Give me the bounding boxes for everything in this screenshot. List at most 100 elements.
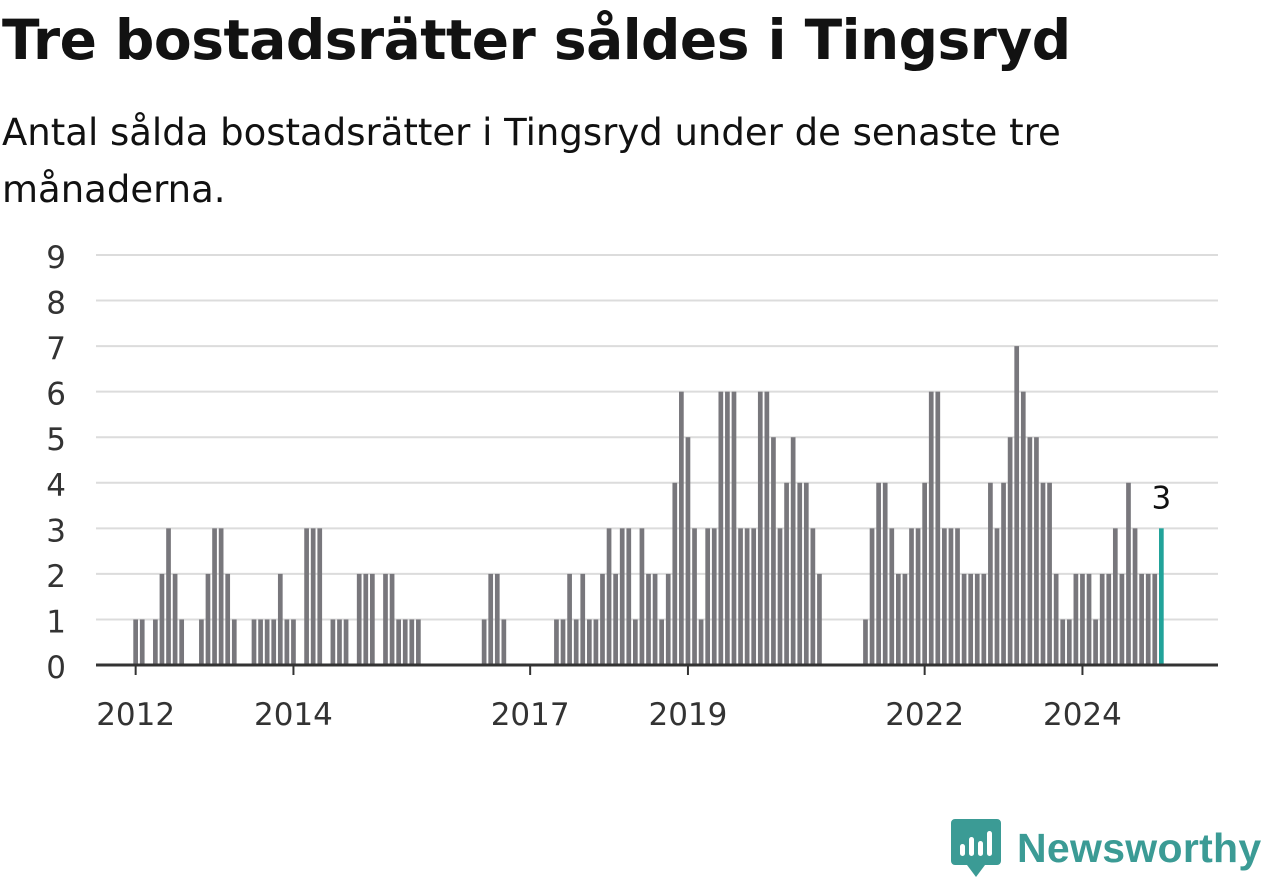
chart-title: Tre bostadsrätter såldes i Tingsryd — [2, 8, 1071, 72]
bar — [1086, 573, 1092, 665]
bar — [790, 437, 796, 665]
bar — [994, 528, 1000, 665]
x-tick-label: 2012 — [96, 697, 175, 733]
bar — [1053, 573, 1059, 665]
bar — [777, 528, 783, 665]
bar — [370, 573, 375, 665]
bar — [409, 619, 415, 665]
bar — [705, 528, 711, 665]
bar — [205, 573, 211, 665]
y-tick-label: 9 — [46, 240, 66, 276]
bar — [179, 619, 185, 665]
bar — [797, 482, 803, 665]
bar — [1060, 619, 1066, 665]
bar — [580, 573, 586, 665]
bar — [554, 619, 559, 665]
bar — [672, 482, 678, 665]
bar — [889, 528, 895, 665]
bar — [1152, 573, 1158, 665]
bar — [1112, 528, 1118, 665]
bar — [343, 619, 349, 665]
newsworthy-logo-icon — [951, 819, 1001, 877]
bar — [225, 573, 231, 665]
bar — [817, 573, 822, 665]
bar — [981, 573, 987, 665]
bar — [810, 528, 816, 665]
bar — [600, 573, 605, 665]
bar — [560, 619, 566, 665]
bar — [402, 619, 408, 665]
bar — [396, 619, 401, 665]
bar — [416, 619, 421, 665]
bar — [652, 573, 658, 665]
bar — [659, 619, 664, 665]
bar — [803, 482, 809, 665]
bar — [1106, 573, 1112, 665]
bar — [494, 573, 500, 665]
x-tick-label: 2022 — [885, 697, 964, 733]
bar — [304, 528, 309, 665]
y-tick-label: 2 — [46, 559, 66, 595]
bar-highlight — [1159, 528, 1164, 665]
bar — [389, 573, 395, 665]
y-tick-label: 7 — [46, 331, 66, 367]
x-tick-label: 2014 — [254, 697, 333, 733]
bar — [692, 528, 697, 665]
bar — [751, 528, 757, 665]
x-tick-label: 2024 — [1043, 697, 1122, 733]
bar — [679, 391, 684, 665]
bar — [902, 573, 908, 665]
bar — [1073, 573, 1079, 665]
bar — [1099, 573, 1105, 665]
bar — [882, 482, 888, 665]
chart-subtitle: Antal sålda bostadsrätter i Tingsryd und… — [2, 111, 1061, 211]
bar — [166, 528, 171, 665]
bar — [646, 573, 651, 665]
bar — [356, 573, 362, 665]
brand-name: Newsworthy — [1017, 824, 1262, 871]
highlight-value-label: 3 — [1151, 480, 1171, 516]
bar — [639, 528, 645, 665]
bar — [974, 573, 980, 665]
bar — [606, 528, 612, 665]
bar — [876, 482, 881, 665]
bar — [1007, 437, 1013, 665]
bar — [896, 573, 901, 665]
y-tick-label: 8 — [46, 286, 66, 322]
bar — [771, 437, 776, 665]
bar — [744, 528, 750, 665]
bar — [698, 619, 704, 665]
bar — [271, 619, 277, 665]
bar — [1066, 619, 1072, 665]
x-tick-label: 2019 — [648, 697, 727, 733]
bar — [501, 619, 507, 665]
bar — [665, 573, 671, 665]
bar — [159, 573, 165, 665]
bar — [928, 391, 934, 665]
bar — [363, 573, 369, 665]
bar — [593, 619, 599, 665]
bar — [1040, 482, 1046, 665]
bar — [935, 391, 941, 665]
y-tick-label: 6 — [46, 377, 66, 413]
bar — [909, 528, 914, 665]
bar — [264, 619, 270, 665]
bar — [1119, 573, 1125, 665]
bar — [757, 391, 763, 665]
bar — [133, 619, 138, 665]
bar — [481, 619, 487, 665]
bar — [633, 619, 638, 665]
bar — [613, 573, 618, 665]
bar — [1047, 482, 1052, 665]
bar — [988, 482, 993, 665]
bar — [291, 619, 296, 665]
bar — [725, 391, 730, 665]
bar — [711, 528, 717, 665]
bar — [284, 619, 290, 665]
bar — [948, 528, 954, 665]
bar — [310, 528, 316, 665]
bar — [955, 528, 960, 665]
bar — [922, 482, 927, 665]
newsworthy-brand: Newsworthy — [951, 819, 1262, 877]
